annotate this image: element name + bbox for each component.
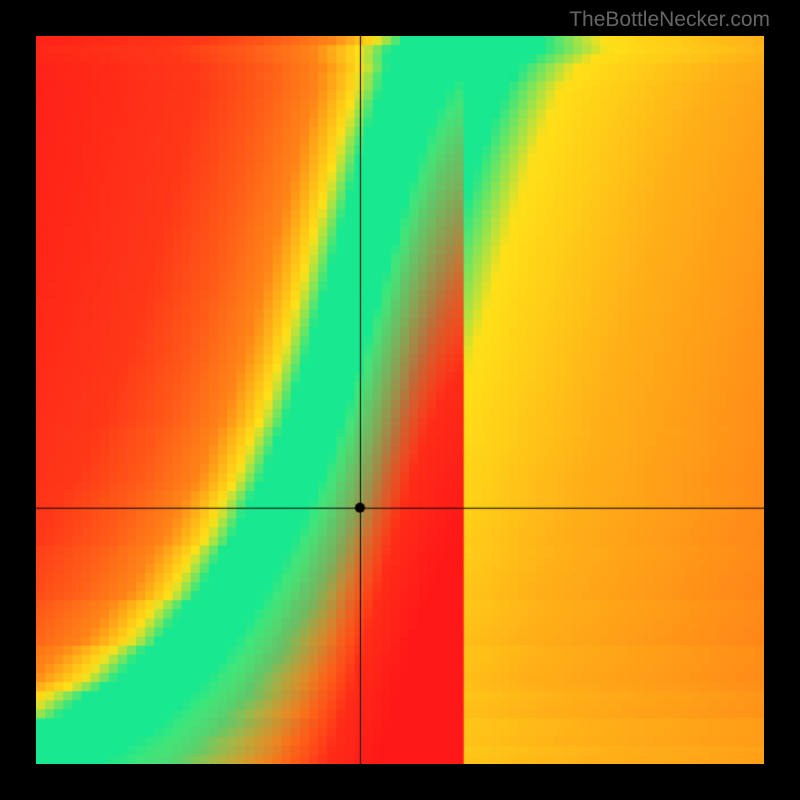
chart-container: TheBottleNecker.com xyxy=(0,0,800,800)
bottleneck-heatmap xyxy=(36,36,764,764)
watermark-text: TheBottleNecker.com xyxy=(569,8,770,32)
